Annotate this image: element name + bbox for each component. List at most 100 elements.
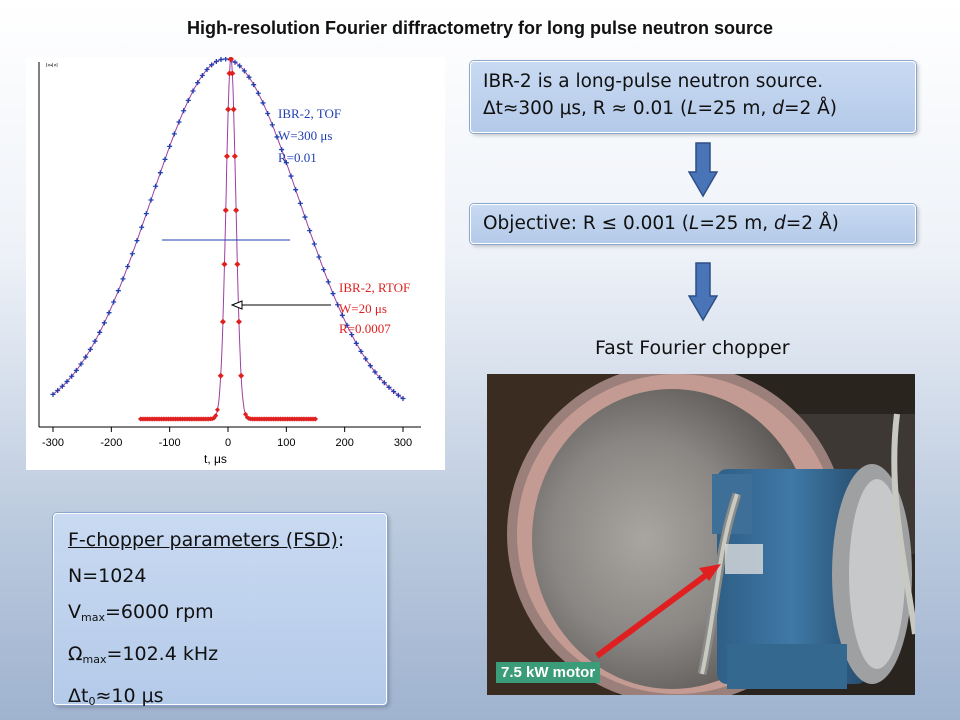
x-tick-label: 0 [225, 437, 231, 449]
objective-callout: Objective: R ≤ 0.001 (L=25 m, d=2 Å) [470, 204, 916, 244]
tof-point [377, 375, 383, 381]
rtof-point [219, 318, 226, 325]
rtof-point [221, 261, 228, 268]
rtof-point [231, 153, 238, 160]
tof-point [279, 147, 285, 153]
tof-point [260, 100, 266, 106]
tof-point [223, 57, 229, 62]
rtof-point [227, 57, 234, 62]
param-omega: Ωmax=102.4 kHz [68, 643, 219, 666]
tof-point [111, 299, 117, 305]
rtof-point [233, 207, 240, 214]
tof-point [325, 279, 331, 285]
tof-point [349, 332, 355, 338]
tof-point [148, 197, 154, 203]
tof-point [73, 367, 79, 373]
tof-point [143, 211, 149, 217]
tof-point [97, 329, 103, 335]
tof-point [391, 389, 397, 395]
rtof-point [238, 372, 245, 379]
x-tick-label: 300 [394, 437, 412, 449]
tof-point [255, 90, 261, 96]
tof-point [353, 340, 359, 346]
tof-point [265, 111, 271, 117]
tof-point [185, 97, 191, 103]
tof-point [87, 346, 93, 352]
tof-point [176, 119, 182, 125]
rtof-point [229, 70, 236, 77]
tof-point [237, 63, 243, 69]
tof-point [269, 122, 275, 128]
down-arrow-icon [688, 142, 718, 198]
tof-point [83, 354, 89, 360]
chopper-photo: 7.5 kW motor [487, 374, 915, 695]
tof-point [311, 241, 317, 247]
tof-point [101, 320, 107, 326]
x-tick-label: 100 [277, 437, 295, 449]
tof-point [167, 143, 173, 149]
tof-point [344, 322, 350, 328]
rtof-point [313, 416, 318, 422]
tof-point [115, 288, 121, 294]
tof-point [157, 170, 163, 176]
resolution-chart: I×•I×I -300 -200 -100 0 100 200 300 IBR-2, TOF… [38, 57, 421, 466]
x-tick-label: -300 [42, 437, 64, 449]
tof-point [69, 373, 75, 379]
tof-point [199, 72, 205, 78]
params-heading: F-chopper parameters (FSD): [68, 529, 345, 551]
x-tick-label: 200 [335, 437, 353, 449]
legend-rtof-line2: W=20 μs [339, 301, 387, 316]
tof-point [181, 108, 187, 114]
tof-point [232, 59, 238, 65]
x-axis-label: t, μs [204, 452, 227, 466]
chopper-subheading: Fast Fourier chopper [595, 337, 790, 359]
tof-point [195, 80, 201, 86]
rtof-point [222, 207, 229, 214]
rtof-point [213, 413, 219, 419]
chart-panel: I×•I×I -300 -200 -100 0 100 200 300 IBR-2, TOF… [26, 57, 445, 470]
tof-point [129, 251, 135, 257]
tof-point [204, 67, 210, 73]
rtof-point [234, 261, 241, 268]
tof-point [241, 68, 247, 74]
tof-point [381, 380, 387, 386]
tof-point [50, 391, 56, 397]
tof-point [55, 388, 61, 394]
tof-point [363, 356, 369, 362]
tof-point [400, 396, 406, 402]
tof-point [330, 291, 336, 297]
tof-point [171, 131, 177, 137]
tof-point [297, 200, 303, 206]
down-arrow-icon [688, 262, 718, 322]
chopper-motor-image [487, 374, 915, 695]
legend-rtof-line3: R=0.0007 [339, 321, 391, 336]
tof-point [283, 160, 289, 166]
tof-point [106, 310, 112, 316]
tof-point [274, 134, 280, 140]
legend-tof-line3: R=0.01 [278, 150, 317, 165]
tof-point [251, 82, 257, 88]
tof-point [162, 156, 168, 162]
parameters-callout: F-chopper parameters (FSD): N=1024 Vmax=… [53, 513, 387, 708]
motor-pointer-arrow [595, 567, 715, 659]
rtof-point [223, 153, 230, 160]
param-n: N=1024 [68, 565, 147, 587]
param-vmax: Vmax=6000 rpm [68, 601, 214, 624]
tof-point [302, 214, 308, 220]
y-axis-label: I×•I×I [46, 63, 58, 69]
tof-point [372, 369, 378, 375]
tof-point [395, 392, 401, 398]
tof-point [367, 363, 373, 369]
source-line2: Δt≈300 μs, R ≈ 0.01 (L=25 m, d=2 Å) [483, 98, 837, 119]
param-dt: Δt0≈10 μs [68, 685, 164, 708]
motor-label: 7.5 kW motor [496, 662, 601, 683]
tof-point [386, 384, 392, 390]
rtof-point [230, 106, 237, 113]
tof-point [288, 173, 294, 179]
tof-point [209, 62, 215, 68]
x-tick-label: -200 [100, 437, 122, 449]
tof-point [120, 276, 126, 282]
tof-point [134, 238, 140, 244]
tof-point [153, 183, 159, 189]
legend-tof-line2: W=300 μs [278, 128, 332, 143]
